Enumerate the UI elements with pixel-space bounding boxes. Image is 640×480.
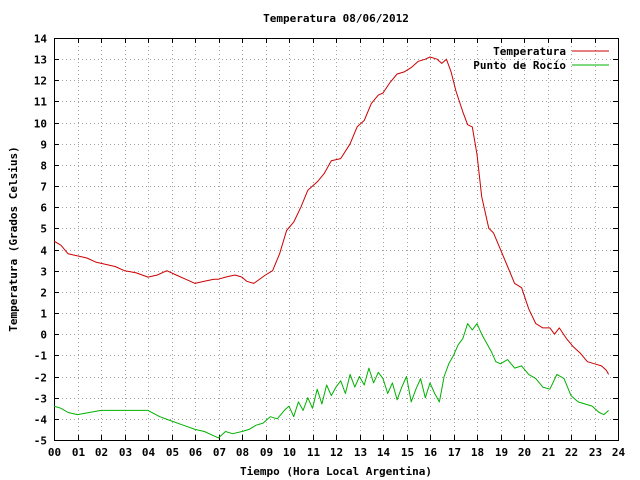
x-tick-label: 17: [448, 446, 461, 459]
y-tick-label: -2: [34, 372, 47, 385]
x-tick-label: 10: [283, 446, 296, 459]
y-tick-label: 11: [34, 96, 48, 109]
x-tick-label: 21: [542, 446, 556, 459]
y-tick-label: 6: [40, 202, 47, 215]
x-tick-label: 02: [95, 446, 108, 459]
x-tick-label: 06: [189, 446, 203, 459]
chart-title: Temperatura 08/06/2012: [263, 12, 409, 25]
y-tick-label: -3: [34, 393, 47, 406]
y-tick-label: 12: [34, 75, 47, 88]
y-tick-label: 1: [40, 308, 47, 321]
y-tick-label: -4: [34, 414, 48, 427]
x-tick-label: 19: [495, 446, 508, 459]
series-group: [53, 56, 610, 439]
y-tick-label: 14: [34, 33, 48, 46]
x-tick-label: 11: [307, 446, 321, 459]
axis-ticks: 00 01 02 03 04 05 06 07 08 09 10 11 12 13 14 15 16 17 18 19…: [34, 33, 626, 460]
x-axis-label: Tiempo (Hora Local Argentina): [240, 465, 432, 478]
y-tick-label: 8: [40, 160, 47, 173]
x-tick-label: 09: [260, 446, 273, 459]
x-tick-label: 16: [424, 446, 438, 459]
y-tick-label: 10: [34, 118, 47, 131]
x-tick-label: 23: [589, 446, 602, 459]
y-tick-label: -1: [34, 350, 48, 363]
x-tick-label: 08: [236, 446, 249, 459]
x-tick-label: 00: [48, 446, 61, 459]
series-line-temperatura: [53, 56, 610, 375]
x-tick-label: 04: [142, 446, 156, 459]
x-tick-label: 03: [119, 446, 132, 459]
x-tick-label: 20: [518, 446, 531, 459]
y-tick-label: 3: [40, 266, 47, 279]
y-tick-label: -5: [34, 435, 47, 448]
x-tick-label: 13: [354, 446, 367, 459]
y-tick-label: 0: [40, 329, 47, 342]
x-tick-label: 05: [166, 446, 179, 459]
x-tick-label: 01: [72, 446, 86, 459]
x-tick-label: 12: [330, 446, 343, 459]
legend-label-punto-de-roc-o: Punto de Rocío: [473, 59, 566, 72]
y-tick-label: 2: [40, 287, 47, 300]
y-tick-label: 5: [40, 223, 47, 236]
x-tick-label: 24: [612, 446, 626, 459]
x-tick-label: 22: [565, 446, 578, 459]
series-line-punto-de-roc-o: [53, 323, 609, 439]
y-tick-label: 13: [34, 54, 47, 67]
y-tick-label: 4: [40, 245, 47, 258]
x-tick-label: 15: [401, 446, 414, 459]
x-tick-label: 07: [213, 446, 226, 459]
grid-lines: [54, 38, 618, 440]
y-tick-label: 7: [40, 181, 47, 194]
legend-label-temperatura: Temperatura: [493, 45, 566, 58]
x-tick-label: 14: [377, 446, 391, 459]
y-axis-label: Temperatura (Grados Celsius): [7, 146, 20, 331]
x-tick-label: 18: [471, 446, 484, 459]
y-tick-label: 9: [40, 139, 47, 152]
